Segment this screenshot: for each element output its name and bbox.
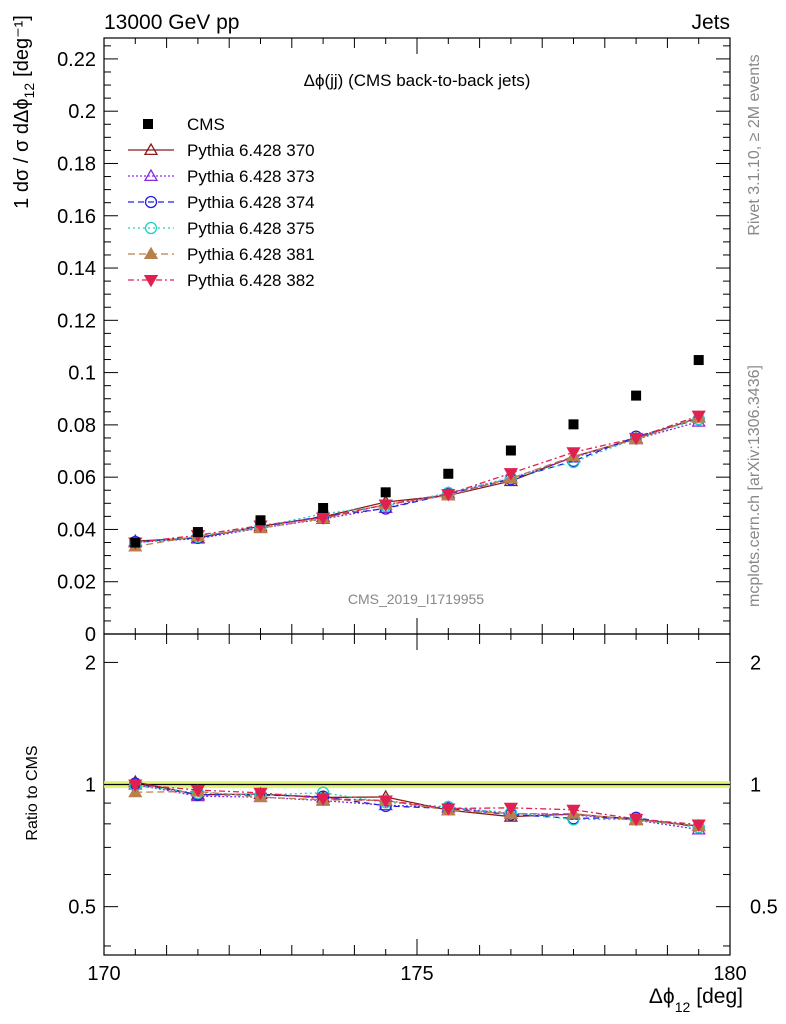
y-tick-label: 0.16	[57, 206, 96, 228]
legend-marker	[143, 246, 159, 260]
legend: CMS Pythia 6.428 370 Pythia 6.428 373 Pythi…	[128, 115, 315, 290]
legend-marker-data	[143, 119, 153, 129]
ratio-series-point	[566, 804, 581, 818]
ratio-y-tick-label: 0.5	[68, 897, 96, 919]
legend-marker	[143, 168, 159, 182]
chart-title: Δϕ(jj) (CMS back-to-back jets)	[304, 71, 531, 90]
series-point	[378, 499, 393, 512]
rivet-label: Rivet 3.1.10, ≥ 2M events	[746, 54, 763, 235]
series-point	[628, 432, 644, 446]
ratio-y-tick-label: 2	[85, 652, 96, 674]
legend-marker	[143, 142, 159, 156]
y-tick-label: 0.18	[57, 153, 96, 175]
legend-label: Pythia 6.428 370	[187, 141, 315, 160]
legend-label: Pythia 6.428 381	[187, 245, 315, 264]
data-point	[505, 445, 516, 456]
legend-label: Pythia 6.428 374	[187, 193, 315, 212]
ratio-y-tick-label-right: 2	[750, 652, 761, 674]
data-point	[693, 355, 704, 366]
legend-label: Pythia 6.428 382	[187, 271, 315, 290]
data-point	[192, 527, 203, 538]
legend-marker	[144, 195, 158, 209]
series-line	[135, 418, 699, 544]
series-line	[135, 416, 699, 542]
ratio-series-point	[441, 803, 456, 816]
y-tick-label: 0.2	[68, 101, 96, 123]
ratio-series-line	[135, 782, 699, 828]
y-tick-label: 0.02	[57, 572, 96, 594]
data-point	[568, 419, 579, 430]
ratio-series-point	[128, 779, 143, 792]
series-line	[135, 416, 699, 548]
ratio-series-line	[135, 784, 699, 828]
ratio-ylabel: Ratio to CMS	[24, 745, 41, 840]
ratio-series-line	[135, 790, 699, 827]
mcplots-label: mcplots.cern.ch [arXiv:1306.3436]	[746, 365, 763, 607]
series-line	[135, 421, 699, 544]
series-line	[135, 415, 699, 544]
ratio-y-tick-label: 1	[85, 775, 96, 797]
y-tick-label: 0	[85, 624, 96, 646]
y-tick-label: 0.08	[57, 415, 96, 437]
series-line	[135, 418, 699, 543]
x-tick-label: 175	[400, 963, 433, 985]
ratio-y-tick-label-right: 0.5	[750, 897, 778, 919]
xlabel: Δϕ12 [deg]	[649, 985, 743, 1015]
header-left-text: 13000 GeV pp	[104, 11, 239, 34]
main-ylabel-text: 1 dσ / σ dΔϕ12[deg⁻¹]	[11, 15, 37, 209]
data-point	[631, 390, 642, 401]
series-point	[691, 410, 706, 424]
ratio-series-point	[503, 802, 519, 816]
data-point	[443, 468, 454, 479]
y-tick-label: 0.04	[57, 519, 96, 541]
x-tick-label: 170	[87, 963, 120, 985]
data-point	[380, 487, 391, 498]
main-ylabel: 1 dσ / σ dΔϕ12[deg⁻¹]	[11, 15, 37, 209]
y-tick-label: 0.12	[57, 310, 96, 332]
legend-label: Pythia 6.428 375	[187, 219, 315, 238]
ratio-series-point	[628, 813, 644, 827]
ratio-series-point	[378, 795, 393, 808]
ratio-panel: 170 175 180 0.5 0.5 1 1 2 2	[68, 633, 778, 985]
legend-marker	[144, 221, 158, 235]
series-point	[503, 468, 519, 481]
ratio-series-point	[691, 819, 706, 832]
y-tick-label: 0.22	[57, 49, 96, 71]
series-point	[441, 489, 456, 502]
y-tick-label: 0.14	[57, 258, 96, 280]
ratio-series-point	[190, 784, 206, 798]
main-panel: 0 0.02 0.04 0.06 0.08 0.1 0.12 0.14 0.16 0.18 0.2 0…	[57, 37, 731, 646]
series-point	[566, 447, 581, 460]
ratio-y-tick-label-right: 1	[750, 775, 761, 797]
ratio-series-line	[135, 783, 699, 826]
analysis-watermark: CMS_2019_I1719955	[348, 591, 484, 607]
data-point	[255, 515, 266, 526]
ratio-series-point	[315, 793, 331, 806]
legend-label-data: CMS	[187, 115, 225, 134]
y-tick-label: 0.1	[68, 363, 96, 385]
legend-label: Pythia 6.428 373	[187, 167, 315, 186]
y-tick-label: 0.06	[57, 467, 96, 489]
data-point	[130, 537, 141, 548]
ratio-series-point	[253, 787, 268, 801]
header-right-text: Jets	[691, 11, 730, 34]
series-point	[315, 512, 331, 525]
x-tick-label: 180	[713, 963, 746, 985]
data-point	[318, 503, 329, 514]
legend-marker	[143, 274, 159, 288]
